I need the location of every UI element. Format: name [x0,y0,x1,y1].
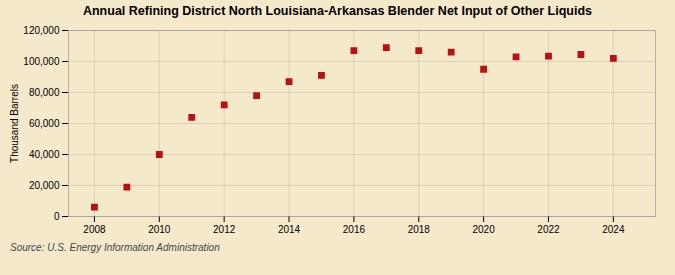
svg-text:2010: 2010 [148,224,171,235]
svg-text:2022: 2022 [537,224,560,235]
html-text:Annual Refining District North: Annual Refining District North Louisiana… [83,4,592,18]
svg-text:2018: 2018 [408,224,431,235]
svg-text:2016: 2016 [343,224,366,235]
svg-text:2024: 2024 [602,224,625,235]
svg-text:2014: 2014 [278,224,301,235]
svg-text:40,000: 40,000 [29,149,60,160]
svg-text:2008: 2008 [83,224,106,235]
svg-text:60,000: 60,000 [29,118,60,129]
svg-text:120,000: 120,000 [23,25,60,36]
svg-text:80,000: 80,000 [29,87,60,98]
html-text:Source: U.S. Energy Informatio: Source: U.S. Energy Information Administ… [10,242,220,253]
svg-text:2020: 2020 [472,224,495,235]
svg-text:2012: 2012 [213,224,236,235]
svg-text:20,000: 20,000 [29,180,60,191]
svg-text:Thousand Barrels: Thousand Barrels [9,84,20,163]
svg-text:100,000: 100,000 [23,56,60,67]
svg-text:0: 0 [54,211,60,222]
